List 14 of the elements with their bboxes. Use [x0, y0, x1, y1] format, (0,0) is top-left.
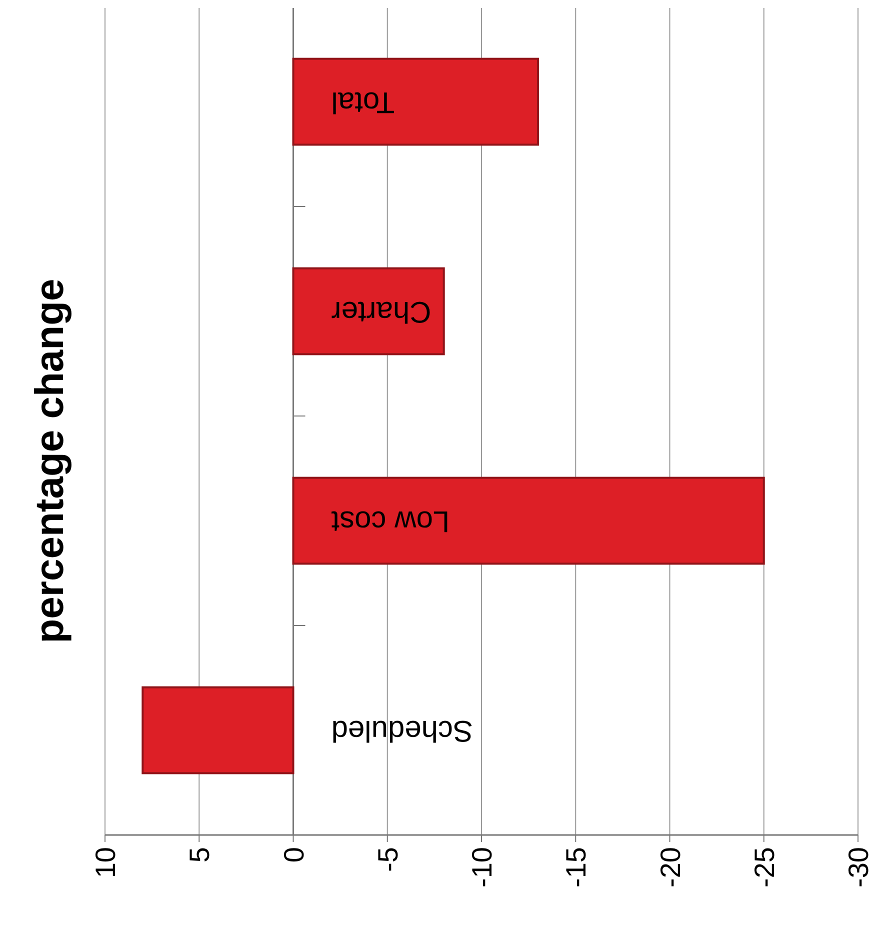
y-tick-label: Total — [331, 85, 395, 118]
x-tick-label: -25 — [748, 847, 780, 888]
x-tick-label: -20 — [654, 847, 686, 888]
y-tick-label: Scheduled — [331, 714, 474, 747]
x-tick-label: -15 — [560, 847, 592, 888]
text: percentage change — [28, 278, 72, 644]
x-tick-label: -5 — [372, 847, 404, 872]
y-tick-label: Charter — [331, 294, 432, 328]
x-tick-label: 0 — [278, 847, 310, 863]
x-tick-label: -10 — [466, 847, 498, 888]
y-tick-label: Low cost — [330, 504, 450, 538]
x-tick-label: 10 — [90, 847, 121, 878]
x-tick-label: -30 — [843, 847, 874, 888]
x-tick-label: 5 — [184, 847, 216, 863]
